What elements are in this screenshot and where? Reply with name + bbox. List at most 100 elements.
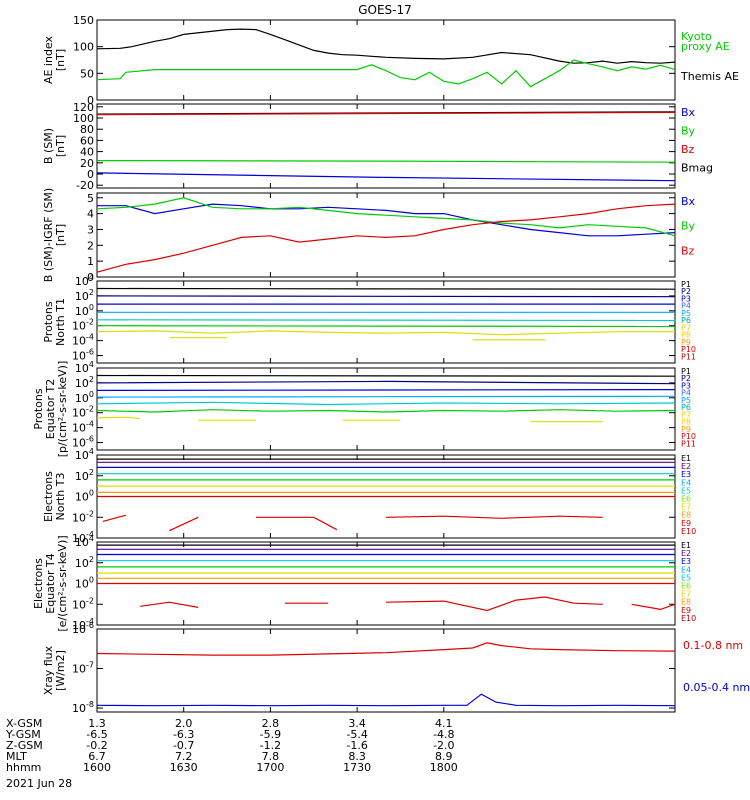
y-tick-label: 10-6: [72, 621, 94, 636]
series-p2: [96, 380, 676, 385]
series-0-05-0-4-nm: [96, 693, 676, 707]
legend-entry: P4: [681, 389, 691, 398]
y-tick-label: -20: [76, 179, 94, 192]
series-p7: [96, 330, 675, 336]
legend-entry: P3: [681, 294, 691, 303]
y-tick-exponent: 4: [89, 273, 94, 282]
y-axis-label: AE index: [42, 35, 55, 84]
panel-frame: [96, 628, 676, 713]
y-tick-label: 10-2: [72, 596, 94, 611]
legend-entry: E3: [681, 557, 691, 566]
y-tick-exponent: -6: [86, 621, 94, 630]
y-tick-exponent: -7: [86, 661, 94, 670]
legend-entry: P5: [681, 309, 691, 318]
y-axis-label: [W/m2]: [54, 650, 67, 691]
y-tick-label: 20: [80, 157, 94, 170]
footer-mlt-value: 8.3: [348, 750, 366, 763]
y-tick-exponent: -2: [86, 318, 94, 327]
footer-zgsm-value: -2.0: [433, 739, 454, 752]
y-tick-label: 0: [87, 168, 94, 181]
series-bz: [96, 111, 676, 116]
legend-entry: E5: [681, 486, 691, 495]
footer-mlt-value: 7.2: [175, 750, 193, 763]
footer-xgsm-value: 2.0: [175, 717, 193, 730]
y-tick-exponent: -4: [86, 617, 94, 626]
y-tick-exponent: -8: [86, 700, 94, 709]
y-tick-label: 1: [87, 255, 94, 268]
series-e9d: [385, 515, 603, 519]
legend-entry: P11: [681, 439, 696, 448]
footer-hhmm-value: 1700: [256, 761, 284, 774]
footer-zgsm-value: -0.7: [173, 739, 194, 752]
legend-entry: E1: [681, 541, 691, 550]
footer-hhmm-value: 1800: [430, 761, 458, 774]
footer-row-label: Z-GSM: [6, 739, 43, 752]
legend: Bx By Bz: [681, 195, 696, 257]
y-tick-label: 2: [87, 239, 94, 252]
legend-entry: E8: [681, 598, 691, 607]
legend-entry: P8: [681, 331, 691, 340]
legend-entry: P9: [681, 425, 691, 434]
legend-entry: P1: [681, 367, 691, 376]
series-bz: [96, 203, 676, 273]
footer-hhmm-value: 1600: [83, 761, 111, 774]
footer-hhmm-value: 1630: [170, 761, 198, 774]
legend-entry: P11: [681, 352, 696, 361]
series-p3: [96, 389, 676, 391]
series-e9c: [255, 516, 338, 531]
legend-entry: E6: [681, 582, 691, 591]
y-tick-label: 50: [80, 67, 94, 80]
y-tick-label: 10-2: [72, 405, 94, 420]
series-p6: [96, 409, 676, 413]
y-tick-label: 3: [87, 223, 94, 236]
y-tick-exponent: 0: [89, 576, 94, 585]
footer-row-label: X-GSM: [6, 717, 42, 730]
legend-entry: P7: [681, 410, 691, 419]
y-tick-label: 104: [75, 534, 94, 549]
y-tick-label: 80: [80, 123, 94, 136]
y-tick-exponent: -4: [86, 333, 94, 342]
y-tick-label: 104: [75, 273, 94, 288]
y-axis-label: B (SM): [42, 128, 55, 164]
legend-entry: Bz: [681, 244, 695, 257]
y-axis-label: [nT]: [54, 224, 67, 246]
y-tick-label: 100: [73, 41, 94, 54]
footer-ygsm-value: -6.5: [86, 728, 107, 741]
legend-entry: E4: [681, 478, 691, 487]
time-axis-footer: X-GSM 1.3 2.0 2.8 3.4 4.1 Y-GSM -6.5 -6.3 -5.9 -5.…: [5, 717, 458, 774]
y-axis-label: [e/(cm²-s-sr-keV)]: [56, 535, 69, 631]
series-p6: [96, 325, 676, 328]
y-tick-label: 40: [80, 146, 94, 159]
legend-entry: 0.1-0.8 nm: [683, 639, 743, 652]
y-tick-label: 10-8: [72, 700, 94, 715]
y-axis-label: [nT]: [54, 49, 67, 71]
legend-entry: P1: [681, 280, 691, 289]
legend-entry: E10: [681, 527, 696, 536]
legend-entry: E1: [681, 454, 691, 463]
panel-frame: [96, 192, 676, 278]
y-tick-exponent: 0: [89, 489, 94, 498]
series-p4: [96, 395, 676, 398]
series-e9b: [169, 516, 199, 532]
footer-row-label: hhmm: [6, 761, 41, 774]
y-axis-label: Equator T4: [44, 553, 57, 613]
legend-entry: E8: [681, 511, 691, 520]
y-axis-label: B (SM)-IGRF (SM): [42, 188, 55, 282]
y-tick-label: 150: [73, 14, 94, 27]
series-kyoto-proxy-ae: [96, 59, 676, 88]
y-tick-label: 120: [73, 101, 94, 114]
y-tick-exponent: 0: [89, 390, 94, 399]
legend-entry: P4: [681, 302, 691, 311]
y-tick-exponent: -4: [86, 420, 94, 429]
legend-entry: P9: [681, 338, 691, 347]
y-tick-exponent: -2: [86, 596, 94, 605]
series-by: [96, 160, 676, 163]
legend-entry: P6: [681, 316, 691, 325]
legend-entry: P8: [681, 418, 691, 427]
y-axis-label: [nT]: [54, 135, 67, 157]
